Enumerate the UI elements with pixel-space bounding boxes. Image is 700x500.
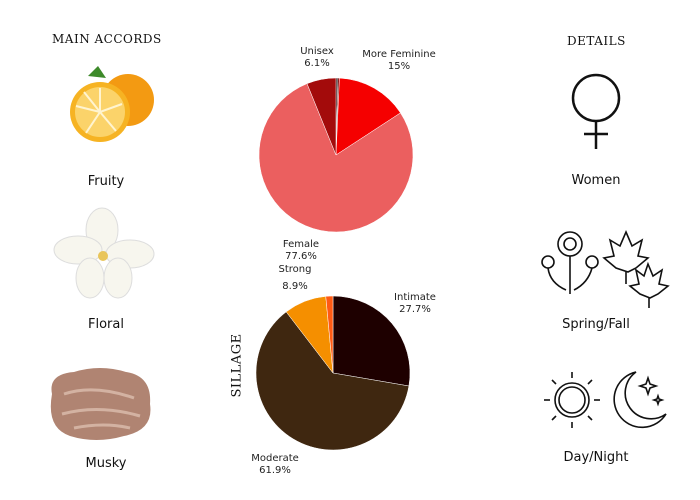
pie1-label-female: Female 77.6% xyxy=(282,239,320,262)
orange-image xyxy=(70,66,154,142)
venus-icon xyxy=(571,73,621,149)
detail-season-label: Spring/Fall xyxy=(562,317,630,332)
pie2-slice-minor-3 xyxy=(325,295,334,374)
details-title: DETAILS xyxy=(567,34,626,48)
detail-time-label: Day/Night xyxy=(563,450,629,465)
sillage-title: SILLAGE xyxy=(229,333,245,398)
accord-fruity-label: Fruity xyxy=(87,174,125,189)
pie1-slice-more-feminine xyxy=(335,77,401,156)
pie2-label-strong: Strong 8.9% xyxy=(278,264,312,292)
pie1-slice-unisex xyxy=(306,77,337,156)
white-flower-image xyxy=(53,207,155,299)
detail-women-label: Women xyxy=(571,173,621,188)
pie2-label-intimate: Intimate 27.7% xyxy=(394,292,436,315)
accord-musky-label: Musky xyxy=(85,456,127,471)
sun-moon-icon xyxy=(544,371,667,429)
pie2-slice-intimate xyxy=(332,295,411,387)
flowers-leaves-icon xyxy=(541,229,670,308)
accord-floral-label: Floral xyxy=(88,317,124,332)
pie1-slice-female xyxy=(258,83,414,233)
pie2-label-moderate: Moderate 61.9% xyxy=(251,453,299,476)
pie1-label-more-feminine: More Feminine 15% xyxy=(362,49,436,72)
pie2-slice-moderate xyxy=(255,311,410,451)
musk-fiber-image xyxy=(50,368,151,440)
main-accords-title: MAIN ACCORDS xyxy=(52,32,162,46)
pie1-label-unisex: Unisex 6.1% xyxy=(300,46,334,69)
